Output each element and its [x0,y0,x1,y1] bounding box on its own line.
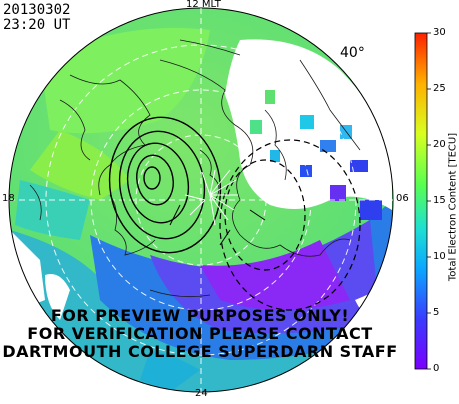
coastlines [29,39,361,298]
watermark-line-3: DARTMOUTH COLLEGE SUPERDARN STAFF [2,342,398,361]
colorbar-tick-25: 25 [433,83,446,94]
date-label: 20130302 [3,2,71,18]
mlt-label-right: 06 [396,193,409,204]
convection-contours-dashed [219,139,361,311]
watermark-line-2: FOR VERIFICATION PLEASE CONTACT [27,324,373,343]
mlt-label-bottom: 24 [195,388,208,399]
watermark-line-1: FOR PREVIEW PURPOSES ONLY! [50,306,350,325]
mlt-label-top: 12 MLT [186,0,221,10]
colorbar-tick-5: 5 [433,307,440,318]
convection-contours [108,116,222,254]
velocity-vectors-dark [169,204,266,246]
latitude-circles [9,8,393,392]
colorbar-tick-15: 15 [433,195,446,206]
colorbar-tick-10: 10 [433,251,446,262]
colorbar [414,32,428,370]
velocity-vectors [184,169,238,226]
colorbar-tick-20: 20 [433,139,446,150]
latitude-label: 40° [340,45,365,61]
colorbar-ticks [427,32,431,370]
mlt-label-left: 18 [2,193,15,204]
colorbar-tick-30: 30 [433,27,446,38]
time-label: 23:20 UT [3,17,71,33]
colorbar-title: Total Electron Content [TECU] [447,132,459,282]
colorbar-tick-0: 0 [433,363,440,374]
